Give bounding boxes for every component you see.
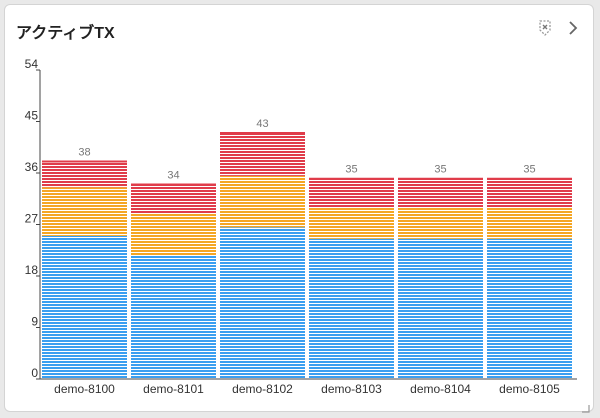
- bar-segment: [42, 235, 127, 379]
- stacked-bar-chart: 0 9 18 27 36 45 54 38 demo-8100 34 demo-8101 43 dem…: [25, 57, 577, 396]
- bar-segment: [487, 178, 572, 208]
- y-tick-label: 54: [25, 57, 39, 71]
- chevron-right-icon[interactable]: [562, 17, 584, 39]
- resize-corner-icon[interactable]: [582, 400, 590, 413]
- bar-segment: [42, 161, 127, 188]
- y-tick-label: 18: [25, 263, 39, 277]
- bar-group: [42, 132, 572, 379]
- x-category-label: demo-8105: [499, 382, 560, 396]
- bar-segment: [220, 132, 305, 176]
- bar-segment: [220, 175, 305, 228]
- bar-total-label: 35: [345, 164, 357, 176]
- bar-segment: [131, 213, 216, 256]
- bar-total-label: 38: [78, 147, 90, 159]
- chart-axes: 0 9 18 27 36 45 54: [25, 57, 577, 380]
- bar-segment: [131, 255, 216, 379]
- y-tick-label: 27: [25, 212, 39, 226]
- bar-segment: [309, 238, 394, 379]
- bar-segment: [487, 238, 572, 379]
- y-tick-label: 36: [25, 160, 39, 174]
- bar-segment: [309, 207, 394, 239]
- bar-total-label: 43: [256, 118, 268, 130]
- bar-segment: [398, 207, 483, 239]
- bar-total-label: 34: [167, 169, 179, 181]
- y-tick-label: 45: [25, 109, 39, 123]
- y-tick-label: 9: [31, 315, 38, 329]
- bar-total-label: 35: [434, 164, 446, 176]
- y-tick-label: 0: [31, 366, 38, 380]
- bar-segment: [398, 178, 483, 208]
- bar-segment: [220, 227, 305, 379]
- bar-segment: [131, 184, 216, 214]
- bar-segment: [309, 178, 394, 208]
- widget-title: アクティブTX: [16, 25, 115, 42]
- bar-segment: [398, 238, 483, 379]
- x-category-label: demo-8104: [410, 382, 471, 396]
- x-category-label: demo-8102: [232, 382, 293, 396]
- bar-segment: [487, 207, 572, 239]
- x-category-label: demo-8100: [54, 382, 115, 396]
- x-shield-icon[interactable]: [534, 17, 556, 39]
- x-category-label: demo-8103: [321, 382, 382, 396]
- bar-total-label: 35: [523, 164, 535, 176]
- label-group: 38 demo-8100 34 demo-8101 43 demo-8102 35 demo-…: [42, 118, 572, 396]
- active-tx-widget: アクティブTX 0 9 18 27 36 45 54 38 demo-8100 34 demo-8…: [4, 4, 594, 413]
- bar-segment: [42, 187, 127, 236]
- x-category-label: demo-8101: [143, 382, 204, 396]
